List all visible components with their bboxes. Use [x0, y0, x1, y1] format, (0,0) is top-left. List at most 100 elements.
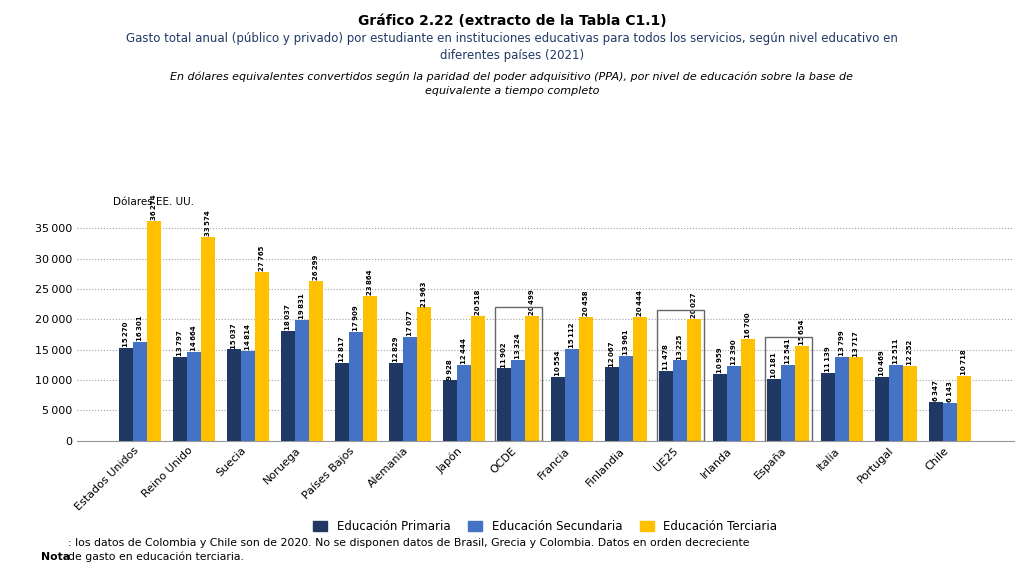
Bar — [187, 352, 202, 441]
Bar — [765, 336, 812, 441]
Bar — [849, 358, 863, 441]
Text: 13 324: 13 324 — [515, 333, 521, 359]
Text: 15 654: 15 654 — [799, 319, 805, 345]
Bar — [889, 365, 903, 441]
Text: Gasto total anual (público y privado) por estudiante en instituciones educativas: Gasto total anual (público y privado) po… — [126, 32, 898, 62]
Text: 20 499: 20 499 — [529, 290, 536, 316]
Bar — [147, 221, 162, 441]
Bar — [202, 237, 215, 441]
Text: 12 541: 12 541 — [785, 338, 792, 363]
Text: Dólares EE. UU.: Dólares EE. UU. — [114, 197, 195, 207]
Text: 15 037: 15 037 — [231, 323, 238, 348]
Text: 13 799: 13 799 — [839, 330, 845, 356]
Text: 10 554: 10 554 — [555, 350, 561, 376]
Bar — [227, 350, 242, 441]
Text: 12 817: 12 817 — [339, 336, 345, 362]
Bar — [957, 376, 971, 441]
Text: 15 270: 15 270 — [124, 321, 129, 347]
Bar — [796, 346, 809, 441]
Bar — [525, 316, 540, 441]
Bar — [403, 337, 418, 441]
Text: 17 909: 17 909 — [353, 305, 359, 331]
Bar — [255, 272, 269, 441]
Text: 16 301: 16 301 — [137, 315, 143, 341]
Text: 10 718: 10 718 — [962, 349, 967, 375]
Bar — [656, 310, 703, 441]
Text: 10 469: 10 469 — [880, 351, 885, 376]
Text: 11 902: 11 902 — [502, 342, 507, 367]
Text: 14 664: 14 664 — [191, 325, 198, 351]
Text: Nota: Nota — [41, 552, 70, 562]
Text: : los datos de Colombia y Chile son de 2020. No se disponen datos de Brasil, Gre: : los datos de Colombia y Chile son de 2… — [68, 538, 750, 562]
Text: 20 027: 20 027 — [691, 293, 697, 319]
Bar — [471, 316, 485, 441]
Text: 36 274: 36 274 — [152, 194, 158, 220]
Bar — [364, 296, 378, 441]
Text: 27 765: 27 765 — [259, 246, 265, 271]
Text: 14 814: 14 814 — [246, 324, 252, 350]
Bar — [389, 363, 403, 441]
Text: 6 143: 6 143 — [947, 382, 953, 403]
Text: 10 959: 10 959 — [717, 348, 723, 373]
Text: 12 444: 12 444 — [462, 338, 467, 364]
Text: 18 037: 18 037 — [286, 305, 292, 331]
Text: 13 717: 13 717 — [853, 331, 859, 357]
Text: 13 225: 13 225 — [677, 334, 683, 359]
Text: 21 963: 21 963 — [421, 281, 427, 306]
Text: 10 181: 10 181 — [771, 353, 777, 378]
Text: 12 067: 12 067 — [609, 341, 615, 366]
Bar — [713, 374, 727, 441]
Bar — [498, 369, 511, 441]
Text: 20 518: 20 518 — [475, 290, 481, 315]
Bar — [727, 366, 741, 441]
Text: 23 864: 23 864 — [368, 270, 374, 295]
Bar — [511, 360, 525, 441]
Bar — [929, 402, 943, 441]
Text: 20 444: 20 444 — [637, 290, 643, 316]
Bar — [309, 281, 324, 441]
Bar — [349, 332, 364, 441]
Bar — [458, 365, 471, 441]
Text: 15 112: 15 112 — [569, 323, 575, 348]
Bar — [876, 377, 889, 441]
Text: 13 797: 13 797 — [177, 330, 183, 356]
Bar — [282, 331, 295, 441]
Bar — [242, 351, 255, 441]
Bar — [821, 373, 836, 441]
Text: 17 077: 17 077 — [408, 310, 414, 336]
Bar — [687, 319, 701, 441]
Bar — [120, 348, 133, 441]
Bar — [836, 357, 849, 441]
Text: En dólares equivalentes convertidos según la paridad del poder adquisitivo (PPA): En dólares equivalentes convertidos segú… — [171, 72, 853, 96]
Text: Gráfico 2.22 (extracto de la Tabla C1.1): Gráfico 2.22 (extracto de la Tabla C1.1) — [357, 14, 667, 28]
Bar — [659, 371, 673, 441]
Bar — [943, 403, 957, 441]
Bar — [633, 317, 647, 441]
Text: 9 928: 9 928 — [447, 359, 454, 380]
Bar — [741, 339, 756, 441]
Bar — [565, 349, 580, 441]
Bar — [605, 367, 620, 441]
Text: 20 458: 20 458 — [584, 290, 589, 316]
Bar — [495, 307, 542, 441]
Bar — [443, 380, 458, 441]
Text: 12 829: 12 829 — [393, 336, 399, 362]
Bar — [173, 357, 187, 441]
Bar — [781, 365, 796, 441]
Legend: Educación Primaria, Educación Secundaria, Educación Terciaria: Educación Primaria, Educación Secundaria… — [313, 520, 777, 533]
Text: 12 511: 12 511 — [893, 338, 899, 364]
Bar — [673, 361, 687, 441]
Bar — [620, 356, 633, 441]
Text: 33 574: 33 574 — [206, 210, 211, 236]
Text: 11 139: 11 139 — [825, 346, 831, 372]
Text: 13 961: 13 961 — [624, 329, 629, 355]
Text: 6 347: 6 347 — [933, 380, 939, 401]
Text: 11 478: 11 478 — [664, 344, 670, 370]
Text: 19 831: 19 831 — [299, 294, 305, 320]
Bar — [767, 379, 781, 441]
Text: 12 252: 12 252 — [907, 340, 913, 365]
Bar — [133, 342, 147, 441]
Bar — [903, 366, 918, 441]
Bar — [580, 317, 593, 441]
Text: 26 299: 26 299 — [313, 255, 319, 281]
